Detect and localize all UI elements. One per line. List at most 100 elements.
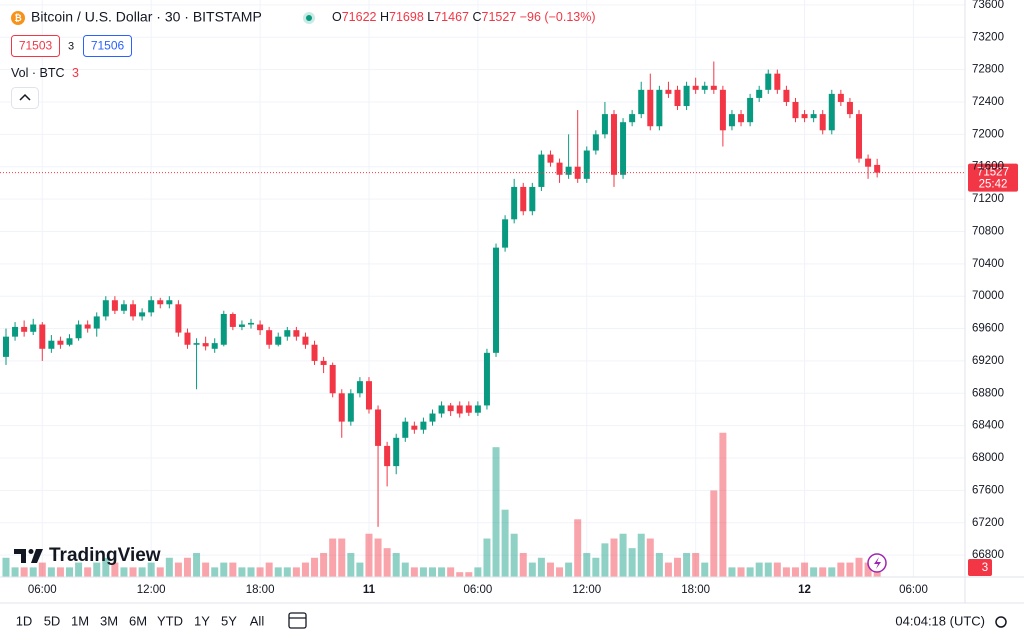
- volume-bar: [483, 538, 491, 577]
- candle-body: [393, 437, 400, 467]
- volume-bar: [674, 557, 682, 577]
- spread: 3: [68, 40, 74, 52]
- volume-bar: [292, 567, 300, 577]
- y-tick-label: 69200: [972, 355, 1004, 367]
- candle-body: [683, 85, 690, 107]
- candle-body: [48, 340, 55, 349]
- candle-body: [293, 330, 300, 337]
- settings-icon[interactable]: [995, 616, 1007, 628]
- volume-bar: [202, 562, 210, 577]
- volume-bar: [773, 562, 781, 577]
- candles: [2, 61, 881, 527]
- volume-bar: [47, 567, 55, 577]
- bid-price[interactable]: 71503: [19, 39, 53, 53]
- volume-bar: [165, 557, 173, 577]
- ohlc-value: 71527: [482, 10, 517, 24]
- collapse-icon: [19, 93, 31, 101]
- timeframe-button[interactable]: 1D: [16, 613, 33, 628]
- volume-bar: [93, 562, 101, 577]
- candle-body: [338, 393, 345, 422]
- ohlc-value: 71698: [389, 10, 424, 24]
- ohlc-label: O: [332, 10, 342, 24]
- volume-bar: [229, 562, 237, 577]
- logo-mark: [31, 549, 43, 563]
- volume-bar: [791, 567, 799, 577]
- timeframe-button[interactable]: 5Y: [221, 613, 237, 628]
- chart-title: Bitcoin / U.S. Dollar · 30 · BITSTAMP: [31, 9, 262, 25]
- price-tag-value: 71527: [977, 167, 1009, 179]
- candle-body: [592, 134, 599, 151]
- volume-bar: [329, 538, 337, 577]
- volume-bar: [528, 562, 536, 577]
- candle-body: [692, 85, 699, 90]
- volume-bar: [29, 567, 37, 577]
- candle-body: [465, 405, 472, 413]
- volume-bar: [474, 567, 482, 577]
- volume-bar: [701, 562, 709, 577]
- volume-tag: [968, 559, 992, 576]
- time-axis: 06:00 12:00 18:00 11 06:00 12:00 18:00 12 06:00: [28, 584, 928, 596]
- candle-body: [456, 405, 463, 414]
- volume-bar: [683, 552, 691, 577]
- y-tick-label: 72400: [972, 96, 1004, 108]
- candle-body: [620, 122, 627, 175]
- candle-body: [728, 114, 735, 127]
- candle-body: [248, 322, 255, 325]
- volume-bar: [238, 567, 246, 577]
- candle-body: [275, 336, 282, 345]
- volume-bar: [20, 567, 28, 577]
- volume-bar: [546, 562, 554, 577]
- volume-bar: [193, 552, 201, 577]
- candle-body: [583, 150, 590, 179]
- timeframe-button[interactable]: All: [250, 613, 265, 628]
- volume-bar: [174, 562, 182, 577]
- ask-button[interactable]: [83, 35, 132, 57]
- candle-body: [610, 114, 617, 175]
- candle-body: [493, 247, 500, 353]
- volume-bar: [755, 562, 763, 577]
- candle-body: [30, 324, 37, 332]
- volume-bar: [111, 562, 119, 577]
- timeframe-button[interactable]: 6M: [129, 613, 147, 628]
- ask-price[interactable]: 71506: [91, 39, 125, 53]
- volume-bar: [819, 567, 827, 577]
- timeframe-button[interactable]: 5D: [44, 613, 61, 628]
- candle-body: [502, 219, 509, 248]
- volume-pane: [2, 432, 881, 577]
- candle-body: [2, 336, 9, 357]
- candle-body: [474, 405, 481, 413]
- y-tick-label: 73600: [972, 0, 1004, 11]
- volume-bar: [247, 567, 255, 577]
- y-tick-label: 70800: [972, 225, 1004, 237]
- x-tick-label: 06:00: [899, 584, 928, 596]
- collapse-button[interactable]: [11, 87, 39, 109]
- timeframe-button[interactable]: YTD: [157, 613, 183, 628]
- logo-mark: [14, 549, 26, 563]
- timeframe-button[interactable]: 1Y: [194, 613, 210, 628]
- candle-body: [220, 313, 227, 345]
- x-tick-label: 11: [363, 584, 376, 596]
- y-tick-label: 67200: [972, 517, 1004, 529]
- x-tick-label: 12:00: [572, 584, 601, 596]
- volume-bar: [138, 567, 146, 577]
- timeframe-button[interactable]: 1M: [71, 613, 89, 628]
- candle-body: [139, 312, 146, 317]
- candle-body: [148, 300, 155, 313]
- candle-body: [320, 360, 327, 365]
- candle-body: [365, 381, 372, 410]
- price-axis: 66800 67200 67600 68000 68400 68800 69200 69600…: [972, 0, 1004, 561]
- price-tag-countdown: 25:42: [979, 179, 1008, 191]
- y-tick-label: 67600: [972, 484, 1004, 496]
- logo: TradingView: [14, 545, 161, 566]
- volume-bar: [374, 538, 382, 577]
- candle-body: [538, 154, 545, 187]
- date-range-icon[interactable]: [288, 612, 307, 629]
- clock[interactable]: 04:04:18 (UTC): [895, 613, 985, 628]
- candle-body: [284, 330, 291, 337]
- candle-body: [856, 114, 863, 159]
- y-tick-label: 71600: [972, 161, 1004, 173]
- bid-button[interactable]: [11, 35, 60, 57]
- volume-bar: [782, 567, 790, 577]
- timeframe-button[interactable]: 3M: [100, 613, 118, 628]
- ohlc-value: 71622: [342, 10, 377, 24]
